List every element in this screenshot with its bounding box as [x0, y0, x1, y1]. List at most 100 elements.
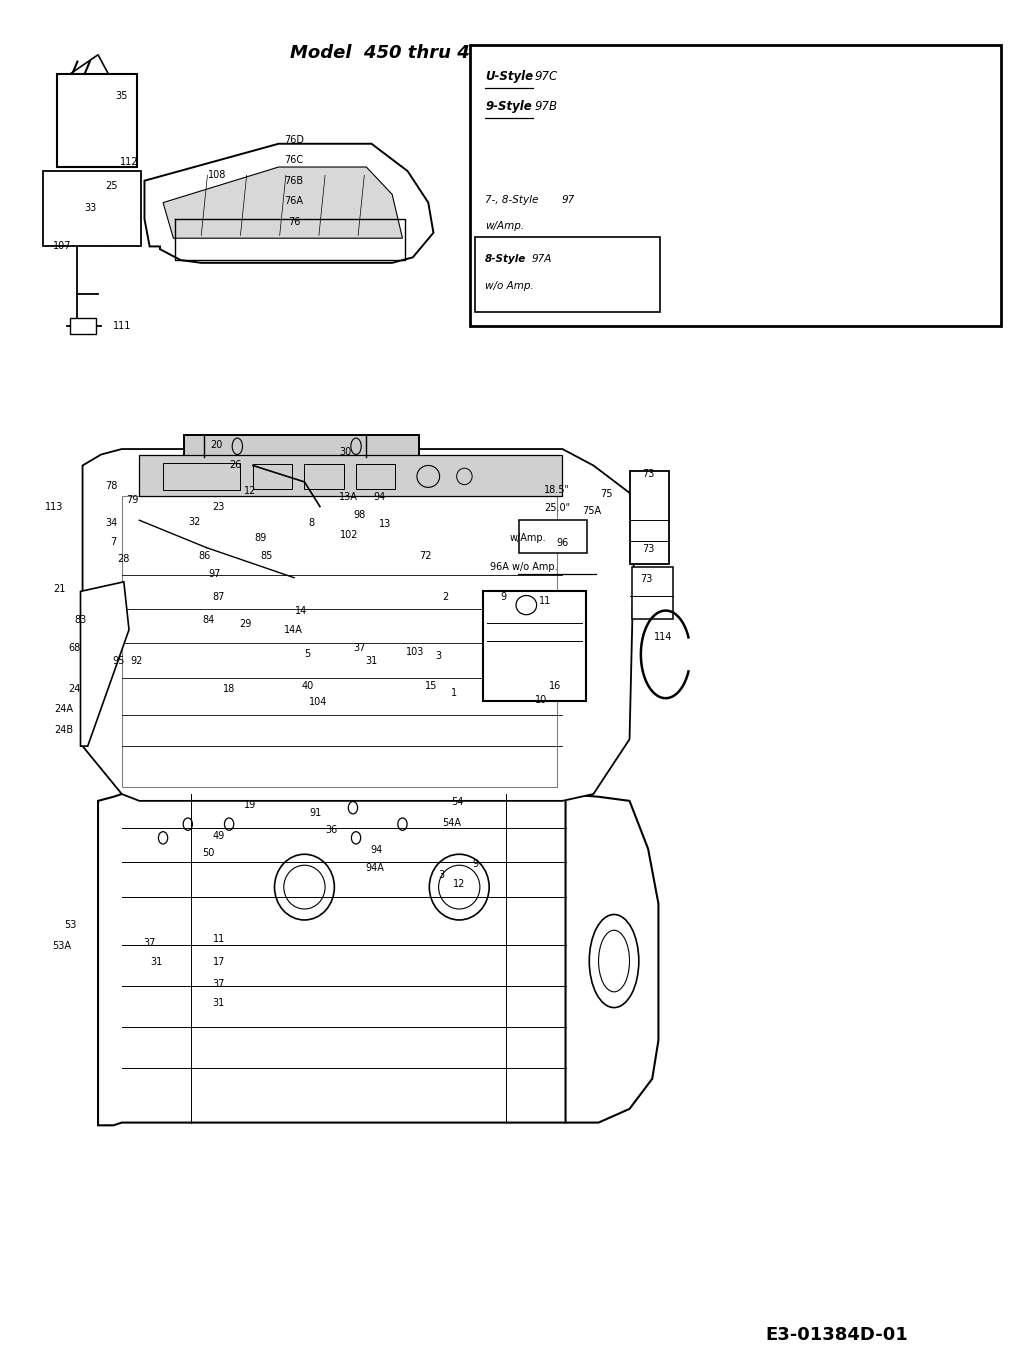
- Bar: [632, 567, 673, 619]
- Text: 20: 20: [211, 439, 223, 450]
- Text: 5: 5: [304, 649, 311, 660]
- Text: 1: 1: [451, 687, 457, 698]
- Text: 25.0": 25.0": [544, 502, 571, 513]
- Text: U-Style: U-Style: [485, 70, 534, 84]
- Text: 75A: 75A: [582, 505, 601, 516]
- Bar: [483, 591, 586, 701]
- Text: 37: 37: [213, 979, 225, 990]
- Text: 9: 9: [501, 591, 507, 602]
- Text: 15: 15: [425, 680, 438, 691]
- Text: 28: 28: [118, 553, 130, 564]
- Text: 7-, 8-Style: 7-, 8-Style: [485, 194, 539, 205]
- Text: 97B: 97B: [535, 100, 557, 114]
- Text: 73: 73: [642, 543, 654, 554]
- Text: 24: 24: [68, 683, 80, 694]
- Text: 73: 73: [640, 574, 652, 585]
- Text: 13: 13: [379, 519, 391, 530]
- Text: 76D: 76D: [284, 134, 304, 145]
- Text: 75: 75: [601, 489, 613, 500]
- Text: 18: 18: [223, 683, 235, 694]
- Text: 10: 10: [535, 694, 547, 705]
- Text: 76C: 76C: [285, 155, 303, 166]
- Bar: [43, 171, 141, 246]
- Text: 112: 112: [120, 156, 138, 167]
- Text: 107: 107: [53, 241, 71, 252]
- Text: 34: 34: [105, 517, 118, 528]
- Text: 31: 31: [365, 656, 378, 667]
- Text: w/o Amp.: w/o Amp.: [485, 281, 534, 292]
- Text: 33: 33: [85, 203, 97, 214]
- Polygon shape: [566, 794, 658, 1123]
- Bar: [253, 464, 292, 489]
- Text: 25: 25: [105, 181, 118, 192]
- Text: 26: 26: [229, 460, 241, 471]
- Text: 18.5": 18.5": [544, 485, 571, 496]
- Text: 97C: 97C: [535, 70, 558, 84]
- Bar: [519, 520, 587, 553]
- Bar: [475, 237, 660, 312]
- Text: 96A w/o Amp.: 96A w/o Amp.: [490, 561, 558, 572]
- Text: 11: 11: [213, 934, 225, 945]
- Text: 103: 103: [406, 646, 424, 657]
- Text: 14: 14: [295, 605, 308, 616]
- Text: 37: 37: [143, 938, 156, 949]
- Text: 114: 114: [654, 631, 673, 642]
- Text: 73: 73: [642, 468, 654, 479]
- Text: 3: 3: [436, 650, 442, 661]
- Text: 24B: 24B: [55, 724, 73, 735]
- Text: 3: 3: [439, 869, 445, 880]
- Text: 85: 85: [260, 550, 272, 561]
- Text: 76A: 76A: [285, 196, 303, 207]
- Text: 11: 11: [539, 596, 551, 606]
- Bar: [304, 464, 344, 489]
- Text: 76B: 76B: [285, 175, 303, 186]
- Text: 91: 91: [310, 808, 322, 819]
- Text: 76: 76: [288, 216, 300, 227]
- Text: 12: 12: [453, 879, 465, 890]
- Bar: [163, 463, 240, 490]
- Polygon shape: [83, 449, 635, 801]
- Text: 97: 97: [208, 568, 221, 579]
- Polygon shape: [122, 496, 557, 787]
- Text: 96: 96: [556, 538, 569, 549]
- Text: 97: 97: [561, 194, 575, 205]
- Bar: [356, 464, 395, 489]
- Text: 7: 7: [110, 537, 117, 548]
- Text: 98: 98: [353, 509, 365, 520]
- Text: 30: 30: [340, 446, 352, 457]
- Text: 72: 72: [419, 550, 431, 561]
- Text: 8-Style: 8-Style: [485, 253, 526, 264]
- Bar: [70, 318, 96, 334]
- Text: 13A: 13A: [340, 491, 358, 502]
- Polygon shape: [139, 455, 562, 496]
- Text: 2: 2: [443, 591, 449, 602]
- Text: 50: 50: [202, 847, 215, 858]
- Text: 31: 31: [213, 998, 225, 1009]
- Text: 89: 89: [254, 533, 266, 543]
- Text: 21: 21: [54, 583, 66, 594]
- Polygon shape: [144, 144, 433, 263]
- Text: w/Amp.: w/Amp.: [485, 220, 524, 231]
- Text: 79: 79: [126, 494, 138, 505]
- Text: E3-01384D-01: E3-01384D-01: [766, 1327, 908, 1344]
- Text: 84: 84: [202, 615, 215, 626]
- Text: 53A: 53A: [53, 941, 71, 951]
- Polygon shape: [98, 794, 599, 1125]
- Text: 49: 49: [213, 831, 225, 842]
- Text: 31: 31: [151, 957, 163, 968]
- Text: 108: 108: [207, 170, 226, 181]
- Text: 83: 83: [74, 615, 87, 626]
- Text: 53: 53: [64, 920, 76, 931]
- Text: 97A: 97A: [531, 253, 552, 264]
- Text: 87: 87: [213, 591, 225, 602]
- Bar: [57, 74, 137, 167]
- Text: 54A: 54A: [443, 817, 461, 828]
- Text: 17: 17: [213, 957, 225, 968]
- Text: 78: 78: [105, 481, 118, 491]
- Text: 16: 16: [549, 680, 561, 691]
- Polygon shape: [163, 167, 402, 238]
- Text: 23: 23: [213, 501, 225, 512]
- Text: w/Amp.: w/Amp.: [510, 533, 547, 543]
- Text: 12: 12: [244, 486, 256, 497]
- Text: 8: 8: [309, 517, 315, 528]
